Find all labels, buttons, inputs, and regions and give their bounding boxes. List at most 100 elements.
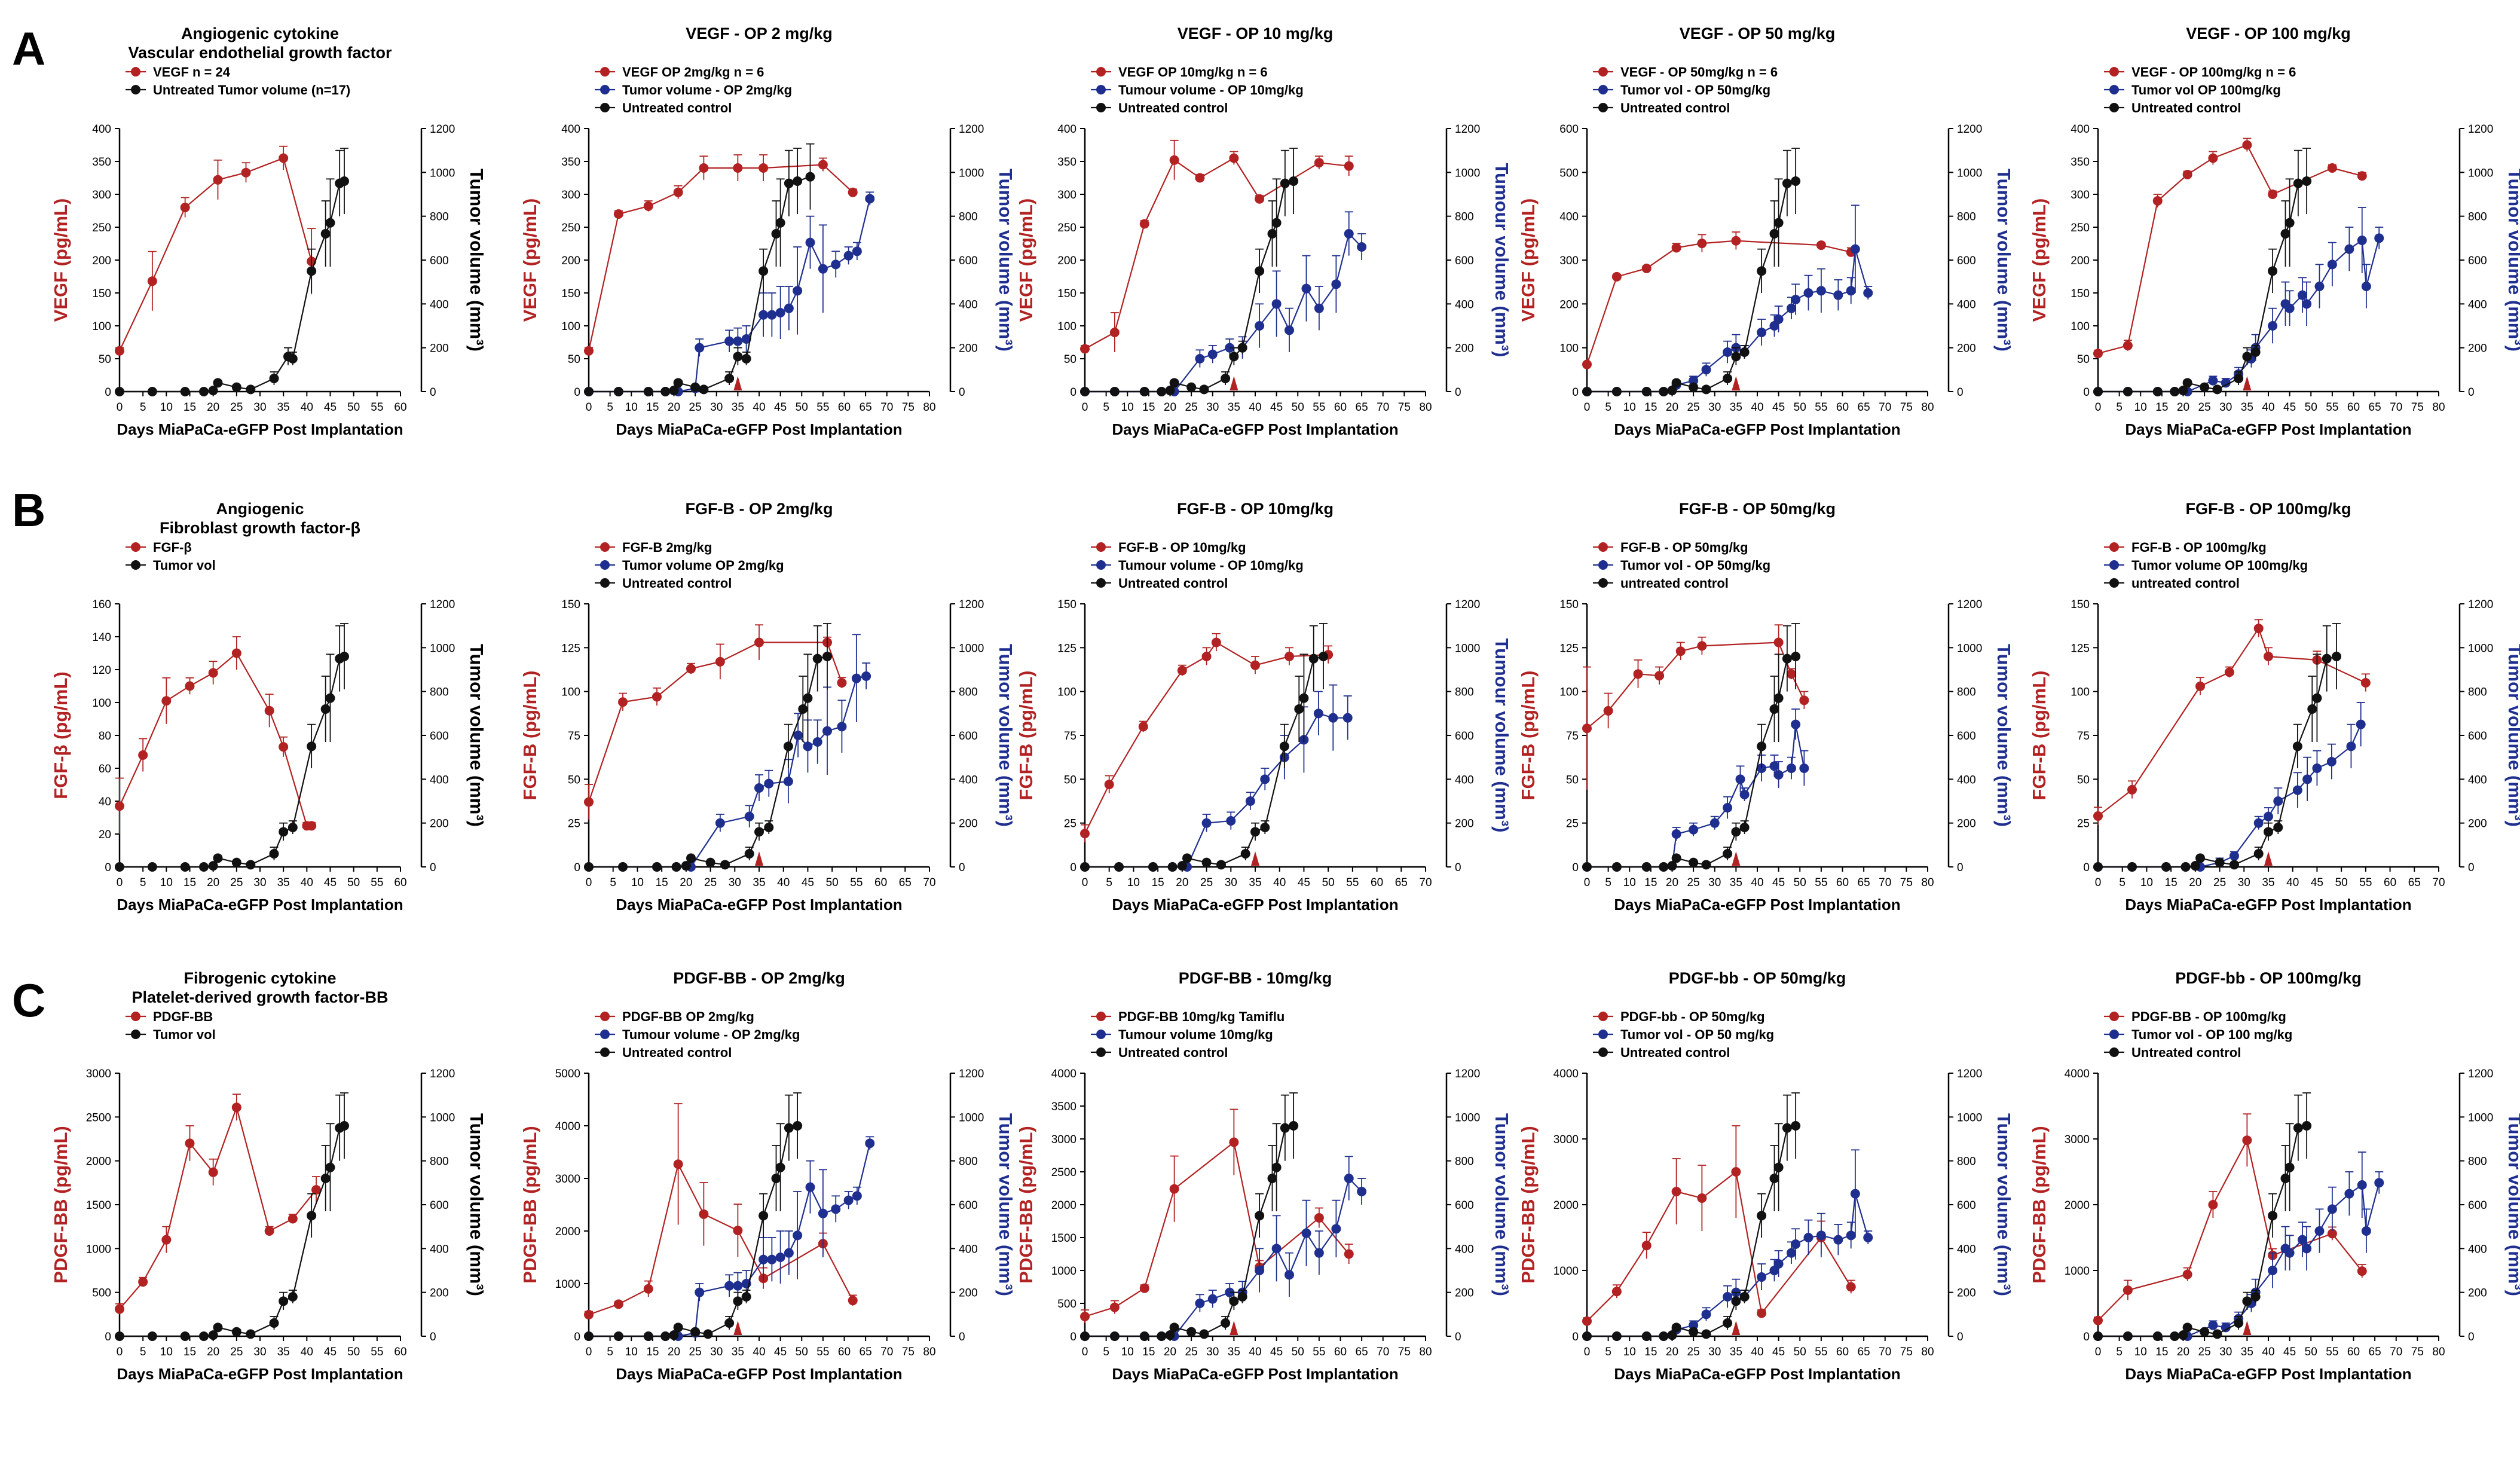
x-tick-label: 5 xyxy=(1106,876,1112,889)
x-tick-label: 65 xyxy=(1356,1346,1368,1358)
y-axis-label-left: PDGF-BB (pg/mL) xyxy=(519,1126,540,1283)
y-tick-label-left: 350 xyxy=(561,156,580,169)
data-point-cytokine xyxy=(1697,1193,1707,1203)
data-point-cytokine xyxy=(2327,1229,2337,1239)
data-point-untreated xyxy=(1139,1331,1149,1341)
y-tick-label-right: 600 xyxy=(1957,1199,1976,1212)
x-tick-label: 15 xyxy=(656,876,668,889)
chart-4: VEGF - OP 50 mg/kg 0 5 10 15 20 25 30 35 40 45 50 55… xyxy=(1518,25,2014,438)
data-point-treated xyxy=(764,778,774,789)
legend-marker xyxy=(2109,578,2119,588)
y-tick-label-right: 200 xyxy=(2468,1287,2487,1300)
y-tick-label-right: 0 xyxy=(2468,862,2475,874)
x-tick-label: 65 xyxy=(860,1346,872,1358)
data-point-untreated xyxy=(2322,653,2332,664)
x-tick-label: 0 xyxy=(1584,1346,1591,1358)
chart-13: PDGF-BB - 10mg/kg 0 5 10 15 20 25 30 35 40 45 50 55 6… xyxy=(1016,969,1512,1383)
data-point-cytokine xyxy=(2123,341,2133,350)
x-tick-label: 20 xyxy=(1164,401,1176,414)
series-line-untreated xyxy=(589,1125,798,1337)
x-tick-label: 40 xyxy=(753,401,765,414)
x-tick-label: 25 xyxy=(2198,401,2211,414)
x-tick-label: 45 xyxy=(324,876,337,889)
x-tick-label: 60 xyxy=(838,401,851,414)
x-tick-label: 30 xyxy=(253,1346,266,1358)
chart-title: Fibrogenic cytokine xyxy=(184,969,336,987)
data-point-treated xyxy=(2346,741,2356,752)
data-point-treated xyxy=(1701,365,1711,375)
x-tick-label: 20 xyxy=(207,1346,219,1358)
data-point-treated xyxy=(1195,354,1205,364)
y-tick-label-left: 2000 xyxy=(86,1156,111,1168)
data-point-cytokine xyxy=(1314,158,1324,168)
chart-3: VEGF - OP 10 mg/kg 0 5 10 15 20 25 30 35 40 45 50 55… xyxy=(1016,25,1512,438)
x-tick-label: 80 xyxy=(1921,876,1934,889)
y-tick-label-right: 600 xyxy=(959,255,978,267)
legend-label: Untreated control xyxy=(1118,100,1228,115)
series-line-cytokine xyxy=(1084,1141,1350,1318)
series-line-cytokine xyxy=(1586,240,1852,365)
chart-title: PDGF-BB - OP 2mg/kg xyxy=(673,969,845,987)
y-tick-label-left: 75 xyxy=(568,730,580,743)
data-point-untreated xyxy=(1731,352,1741,362)
series-line-treated xyxy=(1587,1193,1869,1337)
x-tick-label: 65 xyxy=(2408,876,2421,889)
data-point-cytokine xyxy=(1255,194,1265,204)
data-point-untreated xyxy=(1280,178,1290,188)
data-point-treated xyxy=(1816,1230,1826,1241)
x-tick-label: 75 xyxy=(1398,401,1411,414)
x-tick-label: 40 xyxy=(2262,1346,2274,1358)
data-point-cytokine xyxy=(1582,1316,1592,1326)
y-tick-label-right: 200 xyxy=(959,818,978,830)
x-tick-label: 25 xyxy=(1185,1346,1198,1358)
legend-label: FGF-B - OP 50mg/kg xyxy=(1620,540,1748,555)
series-line-untreated xyxy=(2098,655,2337,868)
legend-label: Tumour volume - OP 10mg/kg xyxy=(1118,558,1304,573)
data-point-untreated xyxy=(1260,823,1270,832)
data-point-treated xyxy=(2314,1226,2325,1236)
data-point-cytokine xyxy=(115,1304,124,1314)
y-tick-label-left: 1000 xyxy=(86,1243,111,1256)
data-point-untreated xyxy=(1165,386,1175,396)
data-point-untreated xyxy=(1723,1318,1733,1328)
data-point-untreated xyxy=(1671,853,1681,863)
data-point-treated xyxy=(1344,229,1354,239)
y-tick-label-right: 600 xyxy=(2468,730,2487,743)
legend-marker xyxy=(2109,1047,2119,1057)
x-tick-label: 50 xyxy=(347,401,360,414)
x-tick-label: 15 xyxy=(184,401,196,414)
x-tick-label: 30 xyxy=(729,876,741,889)
data-point-untreated xyxy=(764,823,774,832)
x-tick-label: 20 xyxy=(668,401,680,414)
data-point-cytokine xyxy=(673,187,683,197)
data-point-cytokine xyxy=(2093,1315,2103,1325)
data-point-untreated xyxy=(2170,1331,2180,1341)
x-tick-label: 0 xyxy=(117,876,123,889)
data-point-untreated xyxy=(1237,343,1247,353)
data-point-treated xyxy=(1787,1248,1796,1258)
y-tick-label-left: 125 xyxy=(2071,642,2090,655)
x-tick-label: 55 xyxy=(1815,1346,1827,1358)
data-point-cytokine xyxy=(2093,349,2103,359)
y-tick-label-left: 1000 xyxy=(1553,1265,1579,1278)
data-point-treated xyxy=(2230,851,2239,861)
x-tick-label: 50 xyxy=(347,1346,360,1358)
data-point-treated xyxy=(1271,299,1282,309)
y-tick-label-right: 200 xyxy=(1957,1287,1976,1300)
data-point-untreated xyxy=(1148,862,1158,872)
y-tick-label-right: 1000 xyxy=(1957,167,1982,179)
series-line-treated xyxy=(2098,724,2362,868)
legend-marker xyxy=(600,560,610,570)
data-point-cytokine xyxy=(1671,1187,1681,1196)
data-point-untreated xyxy=(199,862,209,872)
data-point-treated xyxy=(1689,824,1699,835)
legend-label: FGF-β xyxy=(153,540,192,555)
x-tick-label: 10 xyxy=(160,876,173,889)
data-point-cytokine xyxy=(185,681,195,691)
data-point-treated xyxy=(1328,713,1338,723)
x-tick-label: 20 xyxy=(2177,401,2189,414)
series-line-untreated xyxy=(2098,1125,2307,1337)
chart-title: Angiogenic cytokine xyxy=(181,25,339,42)
x-tick-label: 55 xyxy=(816,1346,829,1358)
y-tick-label-left: 50 xyxy=(2077,353,2090,366)
